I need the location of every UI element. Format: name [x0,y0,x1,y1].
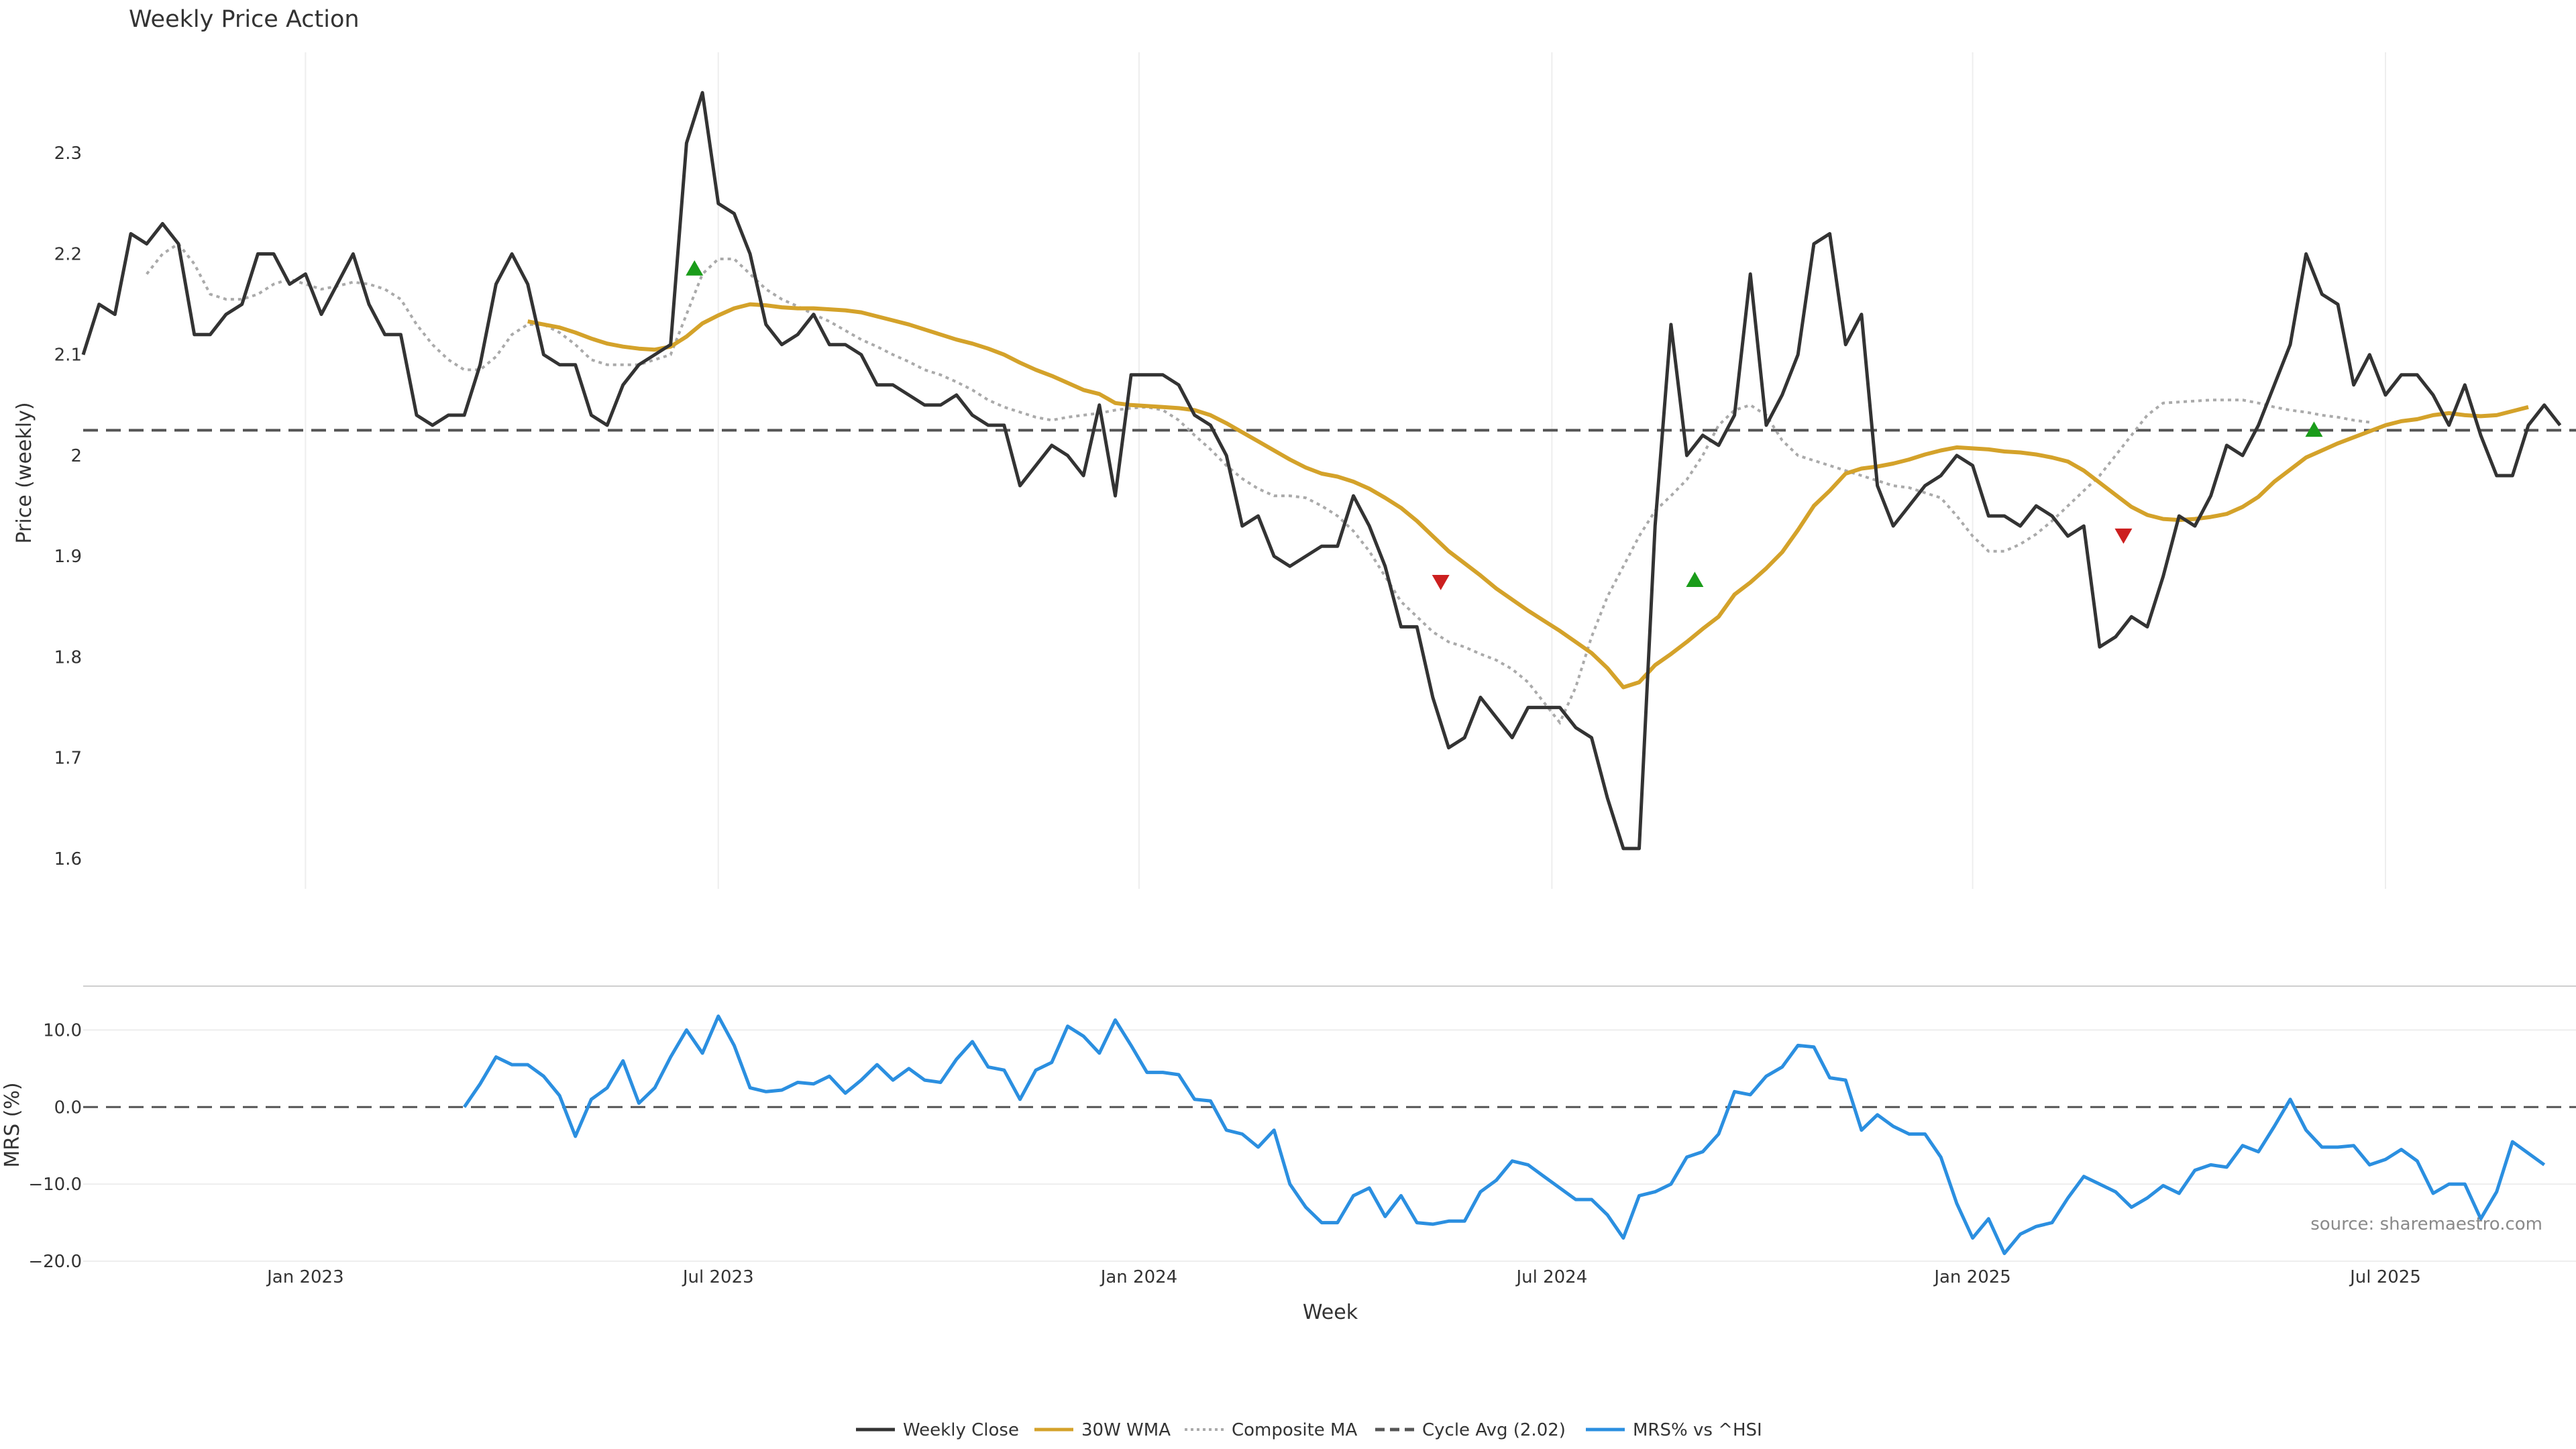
x-axis-label: Week [1303,1301,1358,1324]
legend-label: MRS% vs ^HSI [1633,1420,1762,1440]
price-y-tick-label: 2 [70,446,82,466]
mrs-y-tick-label: 0.0 [54,1097,82,1118]
legend-item: Cycle Avg (2.02) [1375,1420,1566,1440]
legend-label: Weekly Close [903,1420,1019,1440]
legend-item: Weekly Close [856,1420,1019,1440]
mrs-series-line [463,1014,2546,1255]
price-y-tick-label: 2.3 [54,144,82,164]
price-y-tick-label: 2.1 [54,345,82,366]
signal-markers [686,260,2323,590]
buy-signal-marker [686,260,704,276]
mrs-y-ticks: −20.0 −10.0 0.0 10.0 [28,1020,82,1272]
x-tick-label: Jul 2023 [682,1267,754,1287]
mrs-panel: −20.0 −10.0 0.0 10.0 MRS (%) source: sharem… [1,985,2576,1272]
price-y-tick-label: 1.7 [54,749,82,769]
mrs-y-tick-label: −10.0 [28,1175,82,1195]
x-axis-ticks: Jan 2023 Jul 2023 Jan 2024 Jul 2024 Jan 2025… [266,1267,2421,1287]
legend-item: MRS% vs ^HSI [1586,1420,1762,1440]
price-y-tick-label: 1.8 [54,647,82,667]
price-y-tick-label: 1.6 [54,849,82,869]
mrs-y-axis-label: MRS (%) [1,1082,24,1167]
x-tick-label: Jan 2024 [1099,1267,1178,1287]
buy-signal-marker [2305,421,2323,437]
x-tick-label: Jul 2024 [1515,1267,1587,1287]
price-y-tick-label: 2.2 [54,244,82,264]
mrs-y-tick-label: 10.0 [43,1020,82,1040]
price-panel: 1.6 1.7 1.8 1.9 2 2.1 2.2 2.3 Price (weekly) [13,52,2576,889]
mrs-y-tick-label: −20.0 [28,1252,82,1272]
x-tick-label: Jul 2025 [2349,1267,2421,1287]
x-tick-label: Jan 2023 [266,1267,344,1287]
source-note: source: sharemaestro.com [2310,1214,2542,1234]
price-y-tick-label: 1.9 [54,547,82,567]
x-tick-label: Jan 2025 [1933,1267,2011,1287]
price-y-ticks: 1.6 1.7 1.8 1.9 2 2.1 2.2 2.3 [54,144,82,869]
weekly-close-series-line [81,91,2562,851]
buy-signal-marker [1686,572,1704,588]
legend-label: 30W WMA [1081,1420,1171,1440]
price-y-axis-label: Price (weekly) [13,402,36,543]
legend-item: Composite MA [1185,1420,1357,1440]
composite-ma-series-line [146,241,2370,725]
wma-30w-series-line [527,302,2529,690]
legend-item: 30W WMA [1034,1420,1171,1440]
sell-signal-marker [1432,575,1450,590]
legend: Weekly Close 30W WMA Composite MA Cycle Avg… [856,1420,1762,1440]
chart-title: Weekly Price Action [129,6,360,33]
price-vertical-grid [305,52,2386,889]
mrs-horizontal-grid [83,1029,2576,1262]
legend-label: Composite MA [1232,1420,1357,1440]
sell-signal-marker [2114,528,2133,544]
legend-label: Cycle Avg (2.02) [1422,1420,1566,1440]
